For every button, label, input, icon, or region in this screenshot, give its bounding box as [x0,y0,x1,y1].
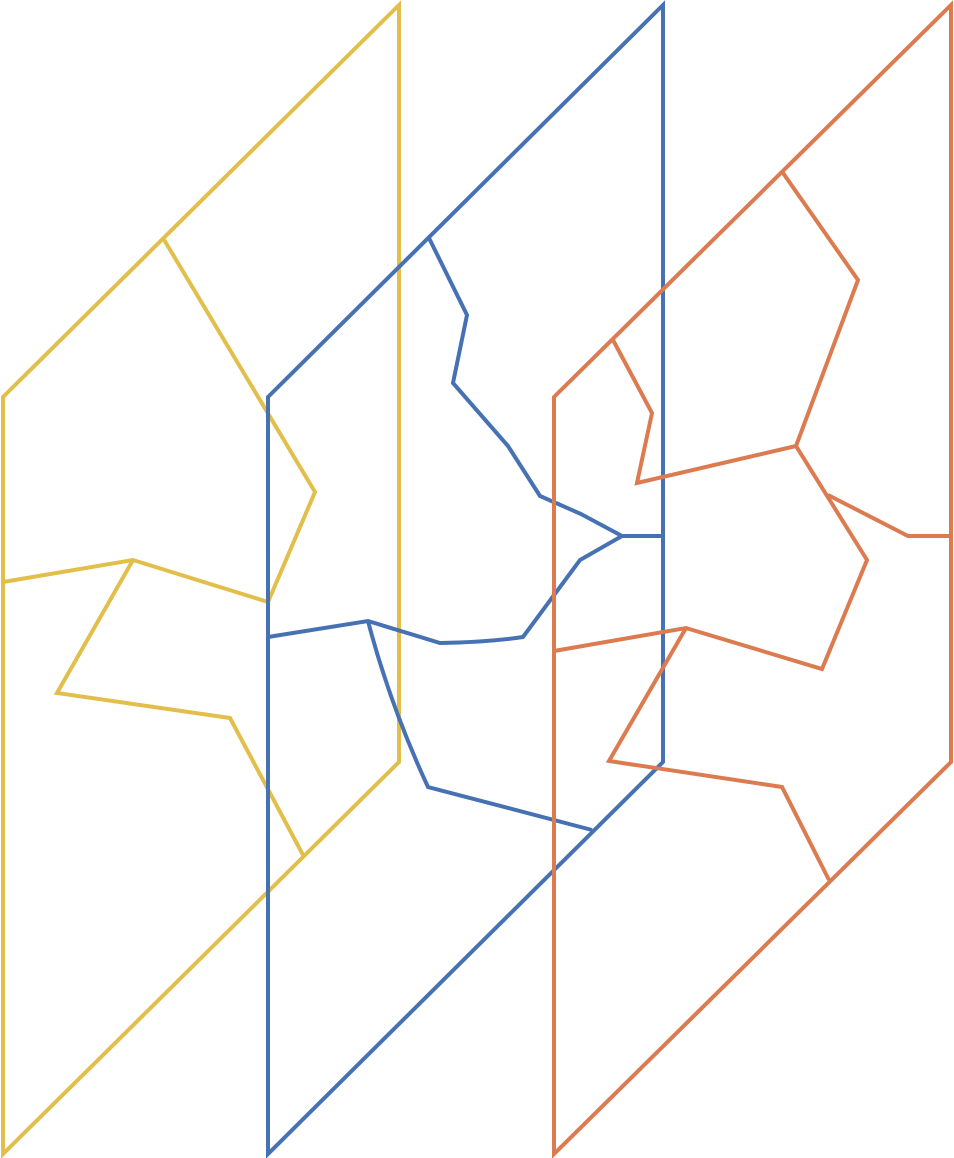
blue-layer [266,0,665,1158]
orange-boundary-lower [605,626,831,881]
orange-plane-outline [552,0,953,1158]
yellow-boundary-upper [161,236,318,603]
orange-layer [552,0,953,1158]
blue-plane-outline [266,0,665,1158]
blue-boundary-middle [267,534,623,646]
yellow-plane-outline [0,0,401,1158]
blue-boundary-upper [427,237,623,538]
orange-boundary-middle [553,444,870,672]
yellow-boundary-middle [2,557,269,604]
blue-boundary-lower [366,620,593,832]
orange-boundary-top-left [611,339,797,486]
orange-boundary-right [827,493,951,538]
orange-boundary-top-right [781,171,861,447]
yellow-layer [0,0,401,1158]
